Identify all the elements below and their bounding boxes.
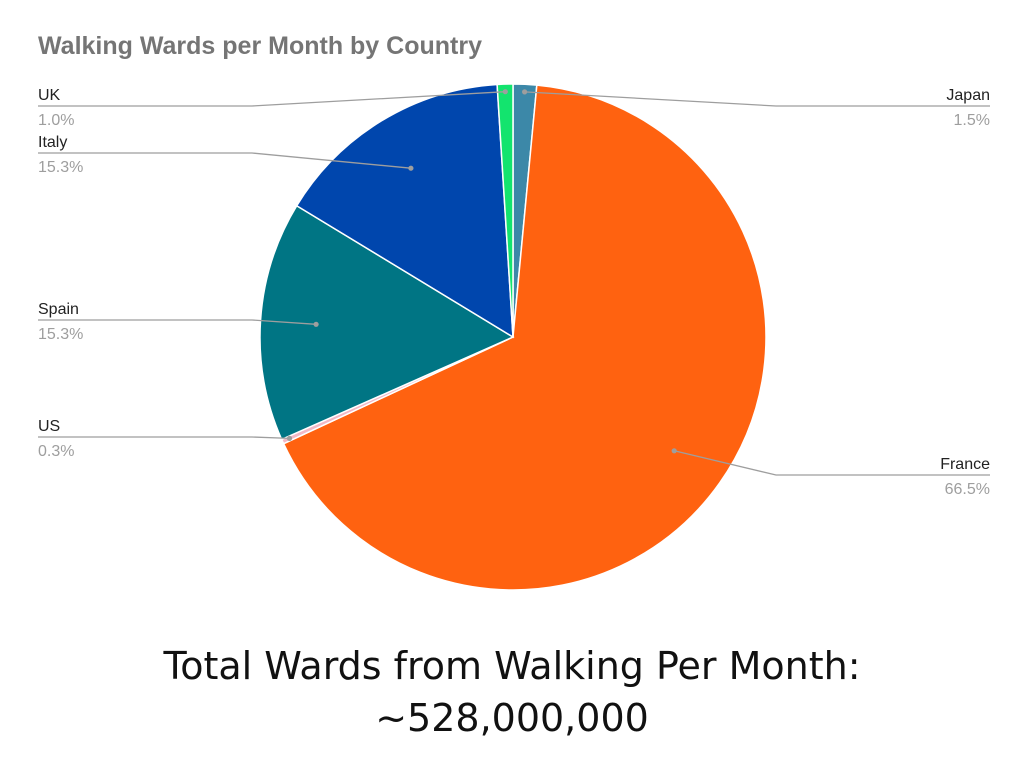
label-percent-spain: 15.3% [38,326,83,343]
callout-line-japan [524,91,990,107]
label-spain: Spain [38,301,79,318]
callout-line-italy [38,152,411,169]
callout-line-us [38,436,290,440]
label-percent-france: 66.5% [945,481,990,498]
pie-slice-italy [295,83,514,339]
callout-line-uk [38,91,506,107]
callout-line-france [674,450,990,476]
callout-line-spain [38,319,317,325]
pie-slice-uk [496,83,514,338]
callout-dot-us [286,435,293,441]
caption-line-1: Total Wards from Walking Per Month: [163,644,861,688]
caption-line-2: ~528,000,000 [375,696,649,740]
pie-slice-france [282,84,767,591]
label-percent-italy: 15.3% [38,159,83,176]
label-italy: Italy [38,134,67,151]
callout-dot-spain [313,321,319,327]
label-us: US [38,418,60,435]
callout-dot-japan [522,89,528,95]
label-percent-uk: 1.0% [38,112,74,129]
callout-dot-uk [502,89,508,95]
chart-title: Walking Wards per Month by Country [38,32,482,60]
label-percent-us: 0.3% [38,443,74,460]
callout-labels: Japan 1.5% France 66.5% US 0.3% Spain 15.3% Ital… [38,87,990,498]
label-france: France [940,456,990,473]
pie-chart: Walking Wards per Month by Country Japan… [38,32,990,591]
callout-dot-france [671,448,677,454]
callout-dot-italy [408,165,414,171]
label-japan: Japan [946,87,990,104]
total-caption: Total Wards from Walking Per Month: ~528… [0,640,1024,744]
label-uk: UK [38,87,61,104]
pie-slices [259,83,767,591]
label-percent-japan: 1.5% [954,112,990,129]
